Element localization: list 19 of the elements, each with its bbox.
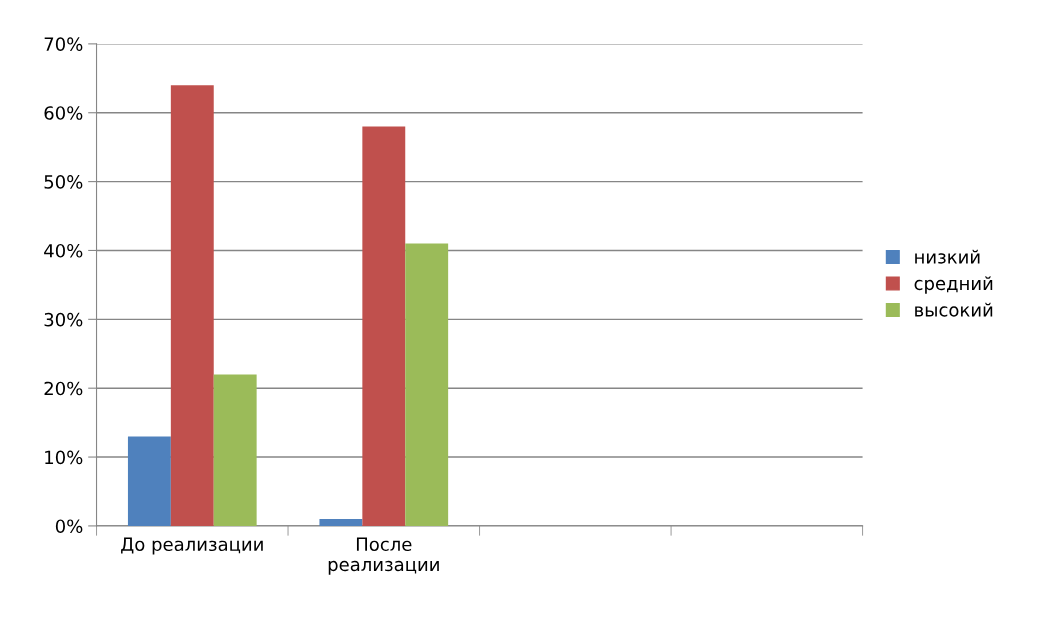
y-tick-label: 60%	[44, 106, 83, 120]
x-tick-label: До реализации	[121, 537, 263, 555]
y-tick-label: 0%	[55, 519, 83, 534]
legend-label: низкий	[915, 249, 980, 264]
y-tick-label: 10%	[45, 450, 83, 465]
legend-label: высокий	[915, 302, 993, 317]
y-tick-label: 40%	[44, 243, 83, 258]
bar	[405, 243, 449, 526]
y-tick-label: 70%	[44, 37, 83, 51]
y-tick-label: 20%	[44, 381, 83, 396]
bar	[213, 374, 257, 526]
bar	[362, 126, 406, 526]
y-tick-label: 30%	[44, 312, 83, 327]
bar	[170, 85, 214, 526]
legend-label: средний	[914, 276, 993, 294]
bar	[319, 519, 363, 526]
x-tick-label: После реализации	[328, 537, 439, 575]
bar	[127, 436, 171, 526]
y-tick-label: 50%	[44, 175, 83, 189]
